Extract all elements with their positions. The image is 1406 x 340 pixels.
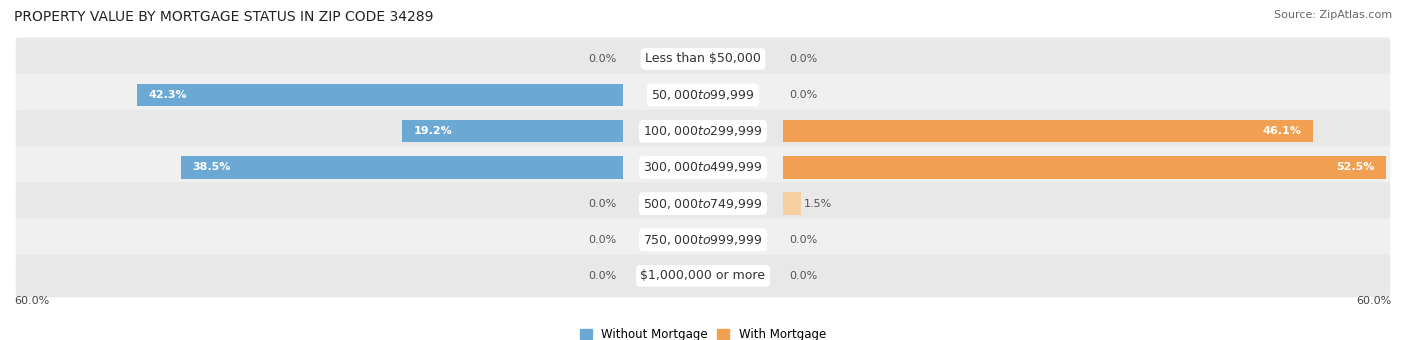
Text: $50,000 to $99,999: $50,000 to $99,999 bbox=[651, 88, 755, 102]
Text: $1,000,000 or more: $1,000,000 or more bbox=[641, 269, 765, 283]
Text: 42.3%: 42.3% bbox=[149, 90, 187, 100]
Text: 0.0%: 0.0% bbox=[789, 90, 817, 100]
Text: $500,000 to $749,999: $500,000 to $749,999 bbox=[644, 197, 762, 210]
FancyBboxPatch shape bbox=[15, 218, 1391, 261]
Text: 60.0%: 60.0% bbox=[14, 296, 49, 306]
Text: 1.5%: 1.5% bbox=[804, 199, 832, 208]
Bar bbox=[180, 156, 623, 178]
Bar bbox=[783, 120, 1313, 142]
Text: 0.0%: 0.0% bbox=[789, 235, 817, 245]
Text: 0.0%: 0.0% bbox=[589, 199, 617, 208]
Text: 46.1%: 46.1% bbox=[1263, 126, 1301, 136]
FancyBboxPatch shape bbox=[15, 37, 1391, 80]
Text: 0.0%: 0.0% bbox=[789, 271, 817, 281]
Text: 52.5%: 52.5% bbox=[1336, 163, 1375, 172]
Text: $300,000 to $499,999: $300,000 to $499,999 bbox=[644, 160, 762, 174]
Bar bbox=[136, 84, 623, 106]
FancyBboxPatch shape bbox=[15, 146, 1391, 189]
Bar bbox=[783, 192, 800, 215]
Text: 60.0%: 60.0% bbox=[1357, 296, 1392, 306]
Legend: Without Mortgage, With Mortgage: Without Mortgage, With Mortgage bbox=[575, 324, 831, 340]
Text: 19.2%: 19.2% bbox=[413, 126, 453, 136]
FancyBboxPatch shape bbox=[15, 110, 1391, 153]
Text: $100,000 to $299,999: $100,000 to $299,999 bbox=[644, 124, 762, 138]
FancyBboxPatch shape bbox=[15, 74, 1391, 116]
Text: $750,000 to $999,999: $750,000 to $999,999 bbox=[644, 233, 762, 247]
FancyBboxPatch shape bbox=[15, 182, 1391, 225]
Bar bbox=[402, 120, 623, 142]
Text: 0.0%: 0.0% bbox=[589, 271, 617, 281]
Text: 0.0%: 0.0% bbox=[589, 235, 617, 245]
FancyBboxPatch shape bbox=[15, 255, 1391, 297]
Text: 0.0%: 0.0% bbox=[789, 54, 817, 64]
Bar bbox=[783, 156, 1386, 178]
Text: Source: ZipAtlas.com: Source: ZipAtlas.com bbox=[1274, 10, 1392, 20]
Text: PROPERTY VALUE BY MORTGAGE STATUS IN ZIP CODE 34289: PROPERTY VALUE BY MORTGAGE STATUS IN ZIP… bbox=[14, 10, 433, 24]
Text: Less than $50,000: Less than $50,000 bbox=[645, 52, 761, 65]
Text: 38.5%: 38.5% bbox=[193, 163, 231, 172]
Text: 0.0%: 0.0% bbox=[589, 54, 617, 64]
